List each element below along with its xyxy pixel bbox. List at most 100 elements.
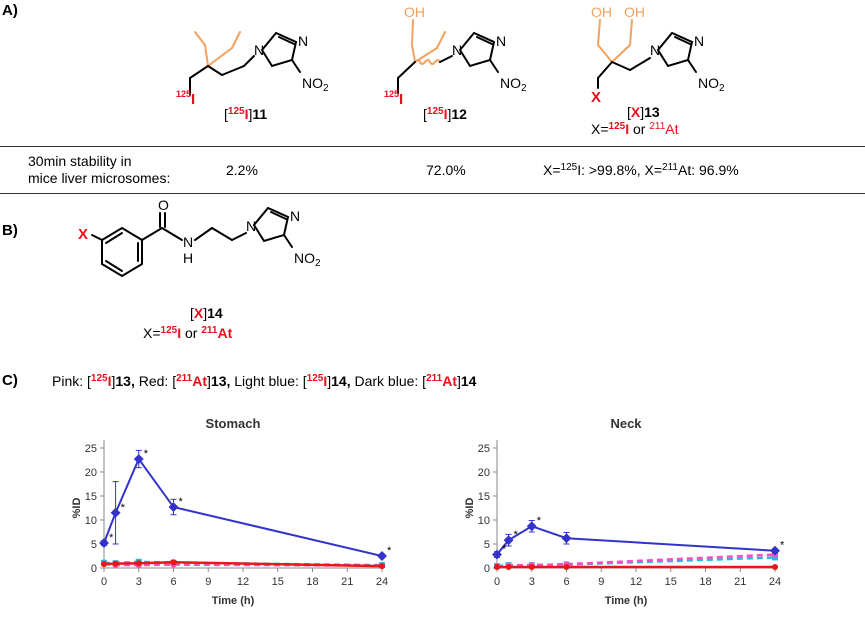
y-tick-label: 10 [85,515,97,527]
nh-14-n: N [183,234,193,250]
x-tick-label: 24 [769,576,781,588]
neck-chart: Neck 0 5 10 15 20 25 0 3 6 9 12 15 18 21 24 Time (h) %ID *… [464,416,785,607]
data-point-dark-red [772,564,778,571]
data-point-dark-red [505,564,512,571]
x-tick-label: 12 [237,576,249,588]
data-point-dark-blue [770,545,780,556]
series-line-dark-blue [103,457,383,557]
significance-star: * [387,545,392,557]
section-c-label: C) [2,372,18,389]
n3-14: N [290,208,300,224]
compound-12-label: [125I]12 [423,106,467,122]
x-tick-label: 9 [598,576,604,588]
significance-star: * [780,540,785,552]
no2-11: NO2 [302,75,329,94]
nh-14-h: H [183,250,193,266]
x-tick-label: 3 [136,576,142,588]
iodine-label-11: 125I [176,89,195,108]
structure-12 [397,19,499,94]
structure-11 [189,31,301,96]
significance-star: * [144,448,149,460]
y-tick-label: 25 [478,443,490,455]
stability-value-11: 2.2% [226,162,258,178]
n3-11: N [298,33,308,49]
chart-title: Neck [610,416,642,431]
data-point-dark-blue [377,551,387,561]
n3-13: N [694,33,704,49]
significance-star: * [537,515,542,527]
x-tick-label: 24 [376,576,388,588]
data-point-dark-blue [133,454,144,464]
x-tick-label: 0 [494,576,500,588]
n1-12: N [452,42,462,58]
data-point-dark-red [494,564,500,571]
significance-star: * [179,496,184,508]
no2-13: NO2 [698,75,725,94]
data-point-dark-red [112,560,119,567]
stomach-chart: Stomach 0 5 10 15 20 25 0 3 6 9 12 15 18 21 24 Time (h)%… [71,416,392,607]
oh-12: OH [404,4,425,20]
stability-value-12: 72.0% [426,162,466,178]
n1-14: N [246,218,256,234]
iodine-label-12: 125I [384,89,403,108]
data-point-dark-blue [492,549,502,560]
data-point-dark-blue [99,538,109,548]
y-tick-label: 0 [484,563,490,575]
x-tick-label: 18 [306,576,318,588]
structure-13 [597,19,697,89]
x-tick-label: 21 [341,576,353,588]
x-axis-label: Time (h) [212,595,255,607]
x-tick-label: 18 [699,576,711,588]
y-tick-label: 20 [478,467,490,479]
section-b-label: B) [2,222,18,239]
y-axis-label: %ID [464,498,476,519]
table-rule-bottom [0,193,865,194]
significance-star: * [109,532,114,544]
x-tick-label: 0 [101,576,107,588]
compound-14-label: [X]14 [190,305,223,321]
y-tick-label: 5 [484,539,490,551]
data-point-dark-red [101,561,107,568]
x-label-13: X [591,89,601,106]
color-legend: Pink: [125I]13, Red: [211At]13, Light bl… [52,373,477,389]
section-a-label: A) [2,2,18,19]
x-axis-label: Time (h) [605,595,648,607]
series-line-pink [496,553,776,568]
y-tick-label: 20 [85,467,97,479]
data-point-dark-blue [561,533,572,544]
x-tick-label: 6 [170,576,176,588]
x-tick-label: 12 [630,576,642,588]
y-tick-label: 5 [91,539,97,551]
stability-value-13: X=125I: >99.8%, X=211At: 96.9% [543,162,739,178]
data-point-dark-red [135,560,142,567]
y-tick-label: 0 [91,563,97,575]
y-tick-label: 15 [85,491,97,503]
series-line-dark-blue [496,525,776,556]
x-label-14: X [78,226,88,243]
x-tick-label: 21 [734,576,746,588]
compound-13-substituent: X=125I or 211At [591,121,679,137]
x-tick-label: 3 [529,576,535,588]
data-point-dark-blue [110,507,121,518]
table-rule-top [0,146,865,147]
n1-11: N [254,42,264,58]
data-point-dark-red [379,563,385,570]
data-point-dark-red [528,564,535,571]
chemical-structures-a: N N NO2 125I OH N N NO2 125I OH OH N N N… [176,4,725,108]
y-axis-label: %ID [71,498,83,519]
x-tick-label: 6 [563,576,569,588]
significance-star: * [502,544,507,556]
data-point-dark-blue [526,521,537,532]
significance-star: * [514,529,519,541]
x-tick-label: 15 [272,576,284,588]
compound-14-substituent: X=125I or 211At [143,325,233,341]
stability-label: 30min stability in mice liver microsomes… [28,153,171,186]
data-point-dark-red [563,564,570,571]
chart-title: Stomach [206,416,261,431]
compound-13-label: [X]13 [627,104,660,120]
x-tick-label: 15 [665,576,677,588]
y-tick-label: 10 [478,515,490,527]
n1-13: N [650,42,660,58]
y-tick-label: 25 [85,443,97,455]
o-14: O [158,197,169,213]
